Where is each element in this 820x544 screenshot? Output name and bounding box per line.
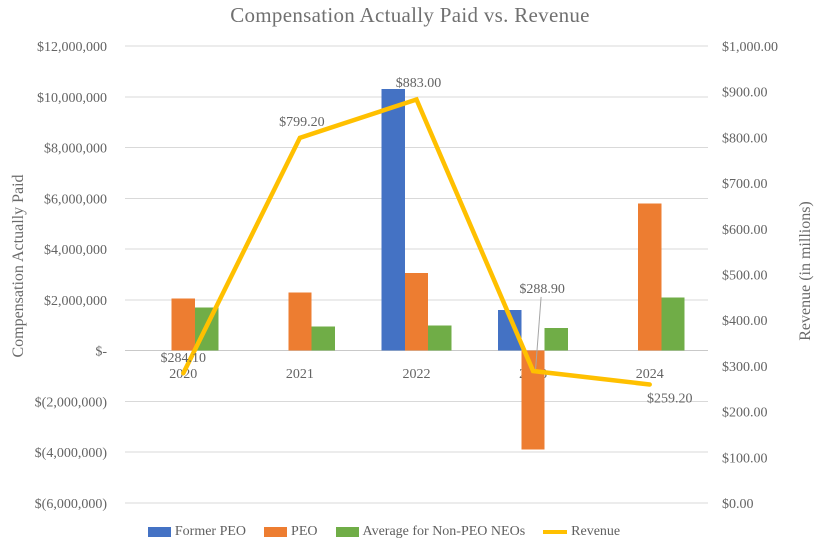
revenue-data-label: $284.10: [161, 351, 207, 366]
left-axis-title: Compensation Actually Paid: [10, 174, 27, 358]
bar-peo-2020: [171, 298, 195, 351]
right-axis-tick-label: $400.00: [722, 314, 768, 329]
legend-label-former-peo: Former PEO: [174, 524, 247, 539]
legend-label-avg-non-peo-neos: Average for Non-PEO NEOs: [362, 524, 526, 539]
left-axis-tick-label: $(2,000,000): [35, 395, 108, 410]
left-axis-tick-label: $10,000,000: [37, 91, 107, 106]
revenue-data-label: $799.20: [279, 115, 325, 130]
left-axis-tick-label: $(4,000,000): [35, 446, 108, 461]
left-axis-tick-label: $(6,000,000): [35, 497, 108, 512]
left-axis-tick-label: $8,000,000: [44, 142, 107, 157]
left-axis-tick-label: $12,000,000: [37, 40, 107, 55]
bar-peo-2021: [288, 292, 312, 351]
right-axis-tick-label: $300.00: [722, 360, 768, 375]
revenue-data-label: $883.00: [396, 76, 442, 91]
right-axis-tick-label: $100.00: [722, 451, 768, 466]
left-axis-tick-label: $4,000,000: [44, 243, 107, 258]
legend-label-revenue: Revenue: [571, 524, 621, 539]
right-axis-tick-label: $900.00: [722, 86, 768, 101]
right-axis-tick-label: $700.00: [722, 177, 768, 192]
right-axis-title: Revenue (in millions): [797, 201, 814, 341]
bar-peo-2023: [521, 350, 545, 450]
legend-item-peo: PEO: [264, 524, 318, 540]
left-axis-tick-label: $2,000,000: [44, 294, 107, 309]
bar-average-for-non-peo-neos-2021: [311, 326, 335, 351]
bar-average-for-non-peo-neos-2022: [428, 325, 452, 351]
right-axis-tick-label: $800.00: [722, 131, 768, 146]
legend-swatch-avg-non-peo-neos: [335, 527, 359, 537]
revenue-data-label: $259.20: [647, 392, 693, 407]
x-axis-category-label: 2024: [636, 367, 664, 382]
legend-swatch-peo: [264, 527, 288, 537]
legend-item-revenue: Revenue: [543, 524, 620, 540]
legend-item-avg-non-peo-neos: Average for Non-PEO NEOs: [335, 524, 526, 540]
legend-swatch-revenue: [543, 530, 568, 534]
revenue-line: [181, 96, 652, 387]
bar-former-peo-2023: [498, 310, 522, 351]
bar-average-for-non-peo-neos-2024: [661, 297, 685, 351]
right-axis-tick-label: $0.00: [722, 497, 754, 512]
bar-peo-2022: [404, 273, 429, 351]
left-axis-tick-label: $6,000,000: [44, 192, 107, 207]
right-axis-tick-label: $500.00: [722, 269, 768, 284]
right-axis-tick-label: $600.00: [722, 223, 768, 238]
right-axis-tick-label: $1,000.00: [722, 40, 778, 55]
legend-swatch-former-peo: [147, 527, 171, 537]
chart-title: Compensation Actually Paid vs. Revenue: [230, 3, 590, 27]
left-axis-tick-label: $-: [95, 345, 107, 360]
data-label-leader-line: [535, 296, 542, 370]
bar-peo-2024: [638, 203, 662, 351]
legend: Former PEO PEO Average for Non-PEO NEOs …: [0, 522, 794, 542]
bar-average-for-non-peo-neos-2023: [544, 327, 568, 351]
legend-label-peo: PEO: [291, 524, 318, 539]
legend-item-former-peo: Former PEO: [147, 524, 247, 540]
x-axis-category-label: 2022: [403, 367, 431, 382]
right-axis-tick-label: $200.00: [722, 406, 768, 421]
bar-former-peo-2022: [381, 89, 405, 351]
x-axis-category-label: 2021: [286, 367, 314, 382]
revenue-data-label: $288.90: [519, 282, 565, 297]
